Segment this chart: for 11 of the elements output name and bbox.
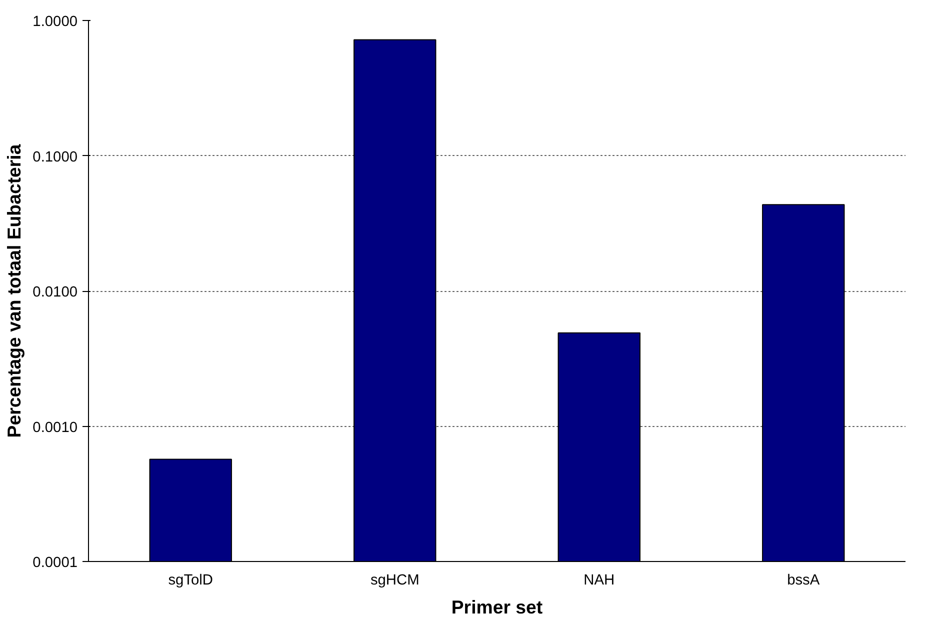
x-tick-label: sgTolD <box>168 572 214 588</box>
y-tick-label: 1.0000 <box>32 14 78 30</box>
x-tick-label: NAH <box>584 572 615 588</box>
y-tick-label: 0.0001 <box>32 555 78 571</box>
y-axis-title: Percentage van totaal Eubacteria <box>4 144 25 438</box>
y-tick-label: 0.1000 <box>32 149 78 166</box>
y-tick-label: 0.0100 <box>32 284 78 300</box>
x-tick-label: bssA <box>787 572 820 588</box>
y-tick-label: 0.0010 <box>32 420 78 436</box>
x-axis-title: Primer set <box>451 596 543 618</box>
x-tick-label: sgHCM <box>370 572 420 588</box>
